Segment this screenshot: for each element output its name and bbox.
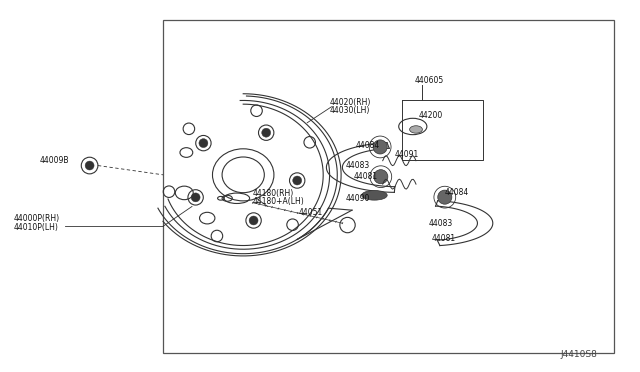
- Text: 44020(RH): 44020(RH): [330, 98, 371, 107]
- Text: 44180(RH): 44180(RH): [253, 189, 294, 198]
- Text: J4410S8: J4410S8: [560, 350, 597, 359]
- Text: 44009B: 44009B: [40, 155, 69, 164]
- Circle shape: [374, 170, 388, 184]
- Bar: [163, 20, 614, 353]
- Circle shape: [191, 193, 200, 202]
- Text: 44051: 44051: [298, 208, 323, 217]
- Circle shape: [199, 139, 208, 148]
- Text: 44083: 44083: [346, 161, 370, 170]
- Text: 44030(LH): 44030(LH): [330, 106, 370, 115]
- Text: 44084: 44084: [445, 187, 469, 196]
- Circle shape: [438, 190, 452, 204]
- Text: 44091: 44091: [395, 150, 419, 159]
- Circle shape: [373, 140, 387, 154]
- Text: 44010P(LH): 44010P(LH): [14, 223, 59, 232]
- Text: 44200: 44200: [419, 110, 443, 119]
- Text: 44090: 44090: [346, 194, 370, 203]
- Text: 44084: 44084: [355, 141, 380, 150]
- Circle shape: [292, 176, 301, 185]
- Text: 44081: 44081: [354, 172, 378, 181]
- Ellipse shape: [362, 190, 387, 200]
- Circle shape: [262, 128, 271, 137]
- Text: 440605: 440605: [415, 76, 444, 85]
- Circle shape: [249, 216, 258, 225]
- Circle shape: [85, 161, 94, 170]
- Ellipse shape: [410, 126, 422, 133]
- Text: 44180+A(LH): 44180+A(LH): [253, 197, 305, 206]
- Text: 44081: 44081: [432, 234, 456, 243]
- Text: 44083: 44083: [429, 219, 453, 228]
- Text: 44000P(RH): 44000P(RH): [14, 214, 60, 223]
